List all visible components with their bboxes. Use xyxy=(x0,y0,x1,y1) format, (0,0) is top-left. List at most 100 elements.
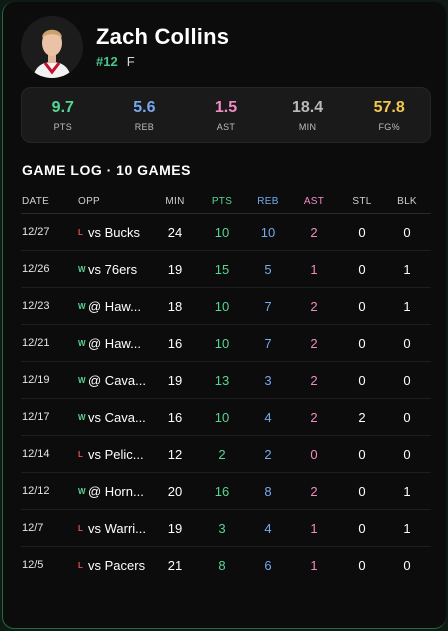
game-stl: 0 xyxy=(358,447,366,462)
stat-pts: 9.7 PTS xyxy=(22,88,104,142)
game-min: 20 xyxy=(167,484,183,499)
game-reb: 5 xyxy=(264,262,272,277)
game-ast: 2 xyxy=(310,299,318,314)
game-result-badge: W xyxy=(78,487,86,496)
game-pts: 10 xyxy=(214,299,230,314)
game-opponent: vs Bucks xyxy=(88,225,141,240)
game-blk: 0 xyxy=(403,336,411,351)
game-result-badge: L xyxy=(78,561,83,570)
game-stl: 0 xyxy=(358,521,366,536)
game-ast: 2 xyxy=(310,373,318,388)
game-date: 12/17 xyxy=(22,411,50,423)
game-pts: 15 xyxy=(214,262,230,277)
game-result-badge: W xyxy=(78,413,86,422)
stat-min: 18.4 MIN xyxy=(267,88,349,142)
game-min: 19 xyxy=(167,373,183,388)
game-date: 12/21 xyxy=(22,337,50,349)
stat-fgpct: 57.8 FG% xyxy=(348,88,430,142)
table-row[interactable]: 12/12 W @ Horn... 20 16 8 2 0 1 xyxy=(21,473,431,510)
player-meta: #12 F xyxy=(96,54,135,69)
game-reb: 7 xyxy=(264,299,272,314)
stat-label: FG% xyxy=(378,122,400,132)
game-reb: 7 xyxy=(264,336,272,351)
game-pts: 10 xyxy=(214,410,230,425)
stat-label: REB xyxy=(134,122,155,132)
game-reb: 6 xyxy=(264,558,272,573)
game-blk: 0 xyxy=(403,410,411,425)
game-opponent: vs Cava... xyxy=(88,410,146,425)
game-opponent: vs Pacers xyxy=(88,558,146,573)
game-reb: 4 xyxy=(264,410,272,425)
game-min: 19 xyxy=(167,262,183,277)
game-date: 12/5 xyxy=(22,559,44,571)
game-pts: 3 xyxy=(218,521,226,536)
game-min: 18 xyxy=(167,299,183,314)
game-date: 12/27 xyxy=(22,226,50,238)
game-min: 12 xyxy=(167,447,183,462)
game-result-badge: W xyxy=(78,339,86,348)
game-log-title: GAME LOG · 10 GAMES xyxy=(22,162,191,178)
game-stl: 0 xyxy=(358,262,366,277)
game-min: 24 xyxy=(167,225,183,240)
player-avatar xyxy=(21,16,83,78)
stat-label: MIN xyxy=(298,122,317,132)
game-opponent: vs 76ers xyxy=(88,262,138,277)
stat-label: PTS xyxy=(53,122,72,132)
game-blk: 0 xyxy=(403,447,411,462)
game-ast: 2 xyxy=(310,336,318,351)
stat-value: 9.7 xyxy=(51,99,74,116)
game-blk: 0 xyxy=(403,225,411,240)
game-opponent: @ Horn... xyxy=(88,484,144,499)
game-blk: 1 xyxy=(403,521,411,536)
game-ast: 0 xyxy=(310,447,318,462)
column-header-stl: STL xyxy=(352,196,372,207)
game-ast: 2 xyxy=(310,484,318,499)
game-min: 21 xyxy=(167,558,183,573)
game-pts: 8 xyxy=(218,558,226,573)
game-reb: 10 xyxy=(260,225,276,240)
game-result-badge: W xyxy=(78,265,86,274)
game-date: 12/23 xyxy=(22,300,50,312)
game-stl: 0 xyxy=(358,336,366,351)
table-row[interactable]: 12/23 W @ Haw... 18 10 7 2 0 1 xyxy=(21,288,431,325)
column-header-pts: PTS xyxy=(211,196,233,207)
player-headshot-image xyxy=(21,16,83,78)
stat-ast: 1.5 AST xyxy=(185,88,267,142)
season-averages: 9.7 PTS 5.6 REB 1.5 AST 18.4 MIN 57.8 FG% xyxy=(21,87,431,143)
game-blk: 1 xyxy=(403,299,411,314)
game-ast: 1 xyxy=(310,558,318,573)
stat-value: 5.6 xyxy=(133,99,156,116)
game-date: 12/7 xyxy=(22,522,44,534)
table-row[interactable]: 12/21 W @ Haw... 16 10 7 2 0 0 xyxy=(21,325,431,362)
jersey-number: #12 xyxy=(96,54,118,69)
game-reb: 3 xyxy=(264,373,272,388)
column-header-blk: BLK xyxy=(397,196,417,207)
game-stl: 0 xyxy=(358,558,366,573)
game-min: 16 xyxy=(167,410,183,425)
game-ast: 1 xyxy=(310,262,318,277)
game-date: 12/19 xyxy=(22,374,50,386)
game-result-badge: L xyxy=(78,524,83,533)
game-min: 16 xyxy=(167,336,183,351)
column-header-ast: AST xyxy=(303,196,325,207)
game-reb: 8 xyxy=(264,484,272,499)
game-blk: 1 xyxy=(403,484,411,499)
stat-value: 18.4 xyxy=(292,99,324,116)
game-ast: 2 xyxy=(310,225,318,240)
player-position: F xyxy=(126,54,135,69)
table-row[interactable]: 12/19 W @ Cava... 19 13 3 2 0 0 xyxy=(21,362,431,399)
game-date: 12/12 xyxy=(22,485,50,497)
game-result-badge: L xyxy=(78,228,83,237)
game-stl: 0 xyxy=(358,225,366,240)
game-result-badge: W xyxy=(78,376,86,385)
game-pts: 10 xyxy=(214,336,230,351)
game-date: 12/14 xyxy=(22,448,50,460)
